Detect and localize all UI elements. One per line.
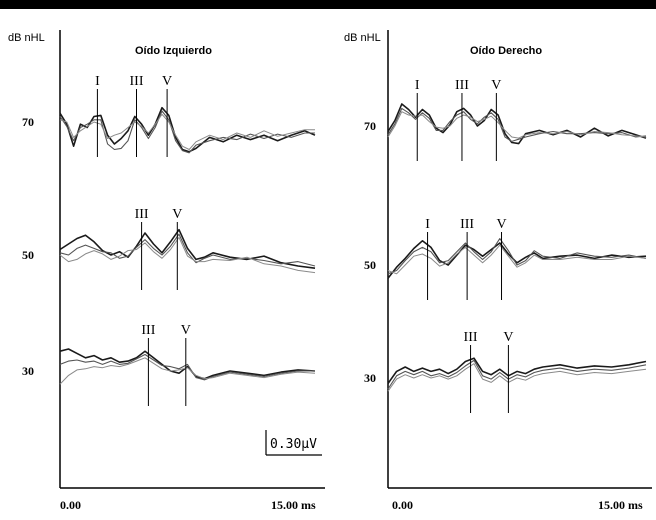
peak-label: V — [162, 74, 172, 89]
peak-label: III — [135, 207, 149, 222]
peak-label: III — [130, 74, 144, 89]
peak-label: V — [181, 323, 191, 338]
panel-title-left: Oído Izquierdo — [135, 45, 212, 57]
x-tick-end-right: 15.00 ms — [598, 498, 643, 512]
waveform-line — [59, 357, 316, 385]
y-axis-label-right: dB nHL — [344, 32, 381, 44]
waveform-line — [59, 228, 316, 269]
waveform-line — [59, 236, 316, 274]
scale-marker: 0.30μV — [265, 430, 322, 456]
x-tick-end-left: 15.00 ms — [271, 498, 316, 512]
level-label: 50 — [364, 258, 376, 272]
waveform-line — [387, 363, 647, 392]
top-border-bar — [0, 0, 656, 9]
waveform-line — [59, 106, 316, 153]
waveform-line — [387, 238, 647, 275]
panel-left: dB nHL Oído Izquierdo 0.00 15.00 ms 0.30… — [8, 30, 325, 512]
peak-label: III — [141, 323, 155, 338]
waveform-line — [387, 111, 647, 139]
peak-label: V — [503, 330, 513, 345]
level-label: 70 — [364, 119, 376, 133]
peak-label: V — [172, 207, 182, 222]
peak-label: I — [95, 74, 100, 89]
waveform-line — [59, 233, 316, 267]
peak-label: III — [455, 78, 469, 93]
waveform-line — [387, 107, 647, 142]
peak-label: III — [460, 217, 474, 232]
waveform-line — [59, 348, 316, 380]
waveform-line — [387, 357, 647, 384]
waveform-line — [59, 353, 315, 381]
peak-label: I — [415, 78, 420, 93]
peak-label: III — [464, 330, 478, 345]
level-label: 30 — [22, 364, 34, 378]
peak-label: V — [491, 78, 501, 93]
x-tick-start-right: 0.00 — [392, 498, 413, 512]
panel-right: dB nHL Oído Derecho 0.00 15.00 ms — [344, 30, 652, 512]
peak-label: I — [425, 217, 430, 232]
waveform-line — [387, 359, 647, 390]
waveform-line — [387, 240, 647, 279]
level-label: 50 — [22, 248, 34, 262]
level-label: 70 — [22, 115, 34, 129]
y-axis-label-left: dB nHL — [8, 32, 45, 44]
waveform-line — [387, 244, 647, 275]
panel-title-right: Oído Derecho — [470, 45, 542, 57]
x-tick-start-left: 0.00 — [60, 498, 81, 512]
peak-label: V — [496, 217, 506, 232]
waveform-line — [59, 113, 315, 150]
level-label: 30 — [364, 371, 376, 385]
waveform-line — [59, 110, 315, 154]
scale-label: 0.30μV — [270, 437, 317, 452]
